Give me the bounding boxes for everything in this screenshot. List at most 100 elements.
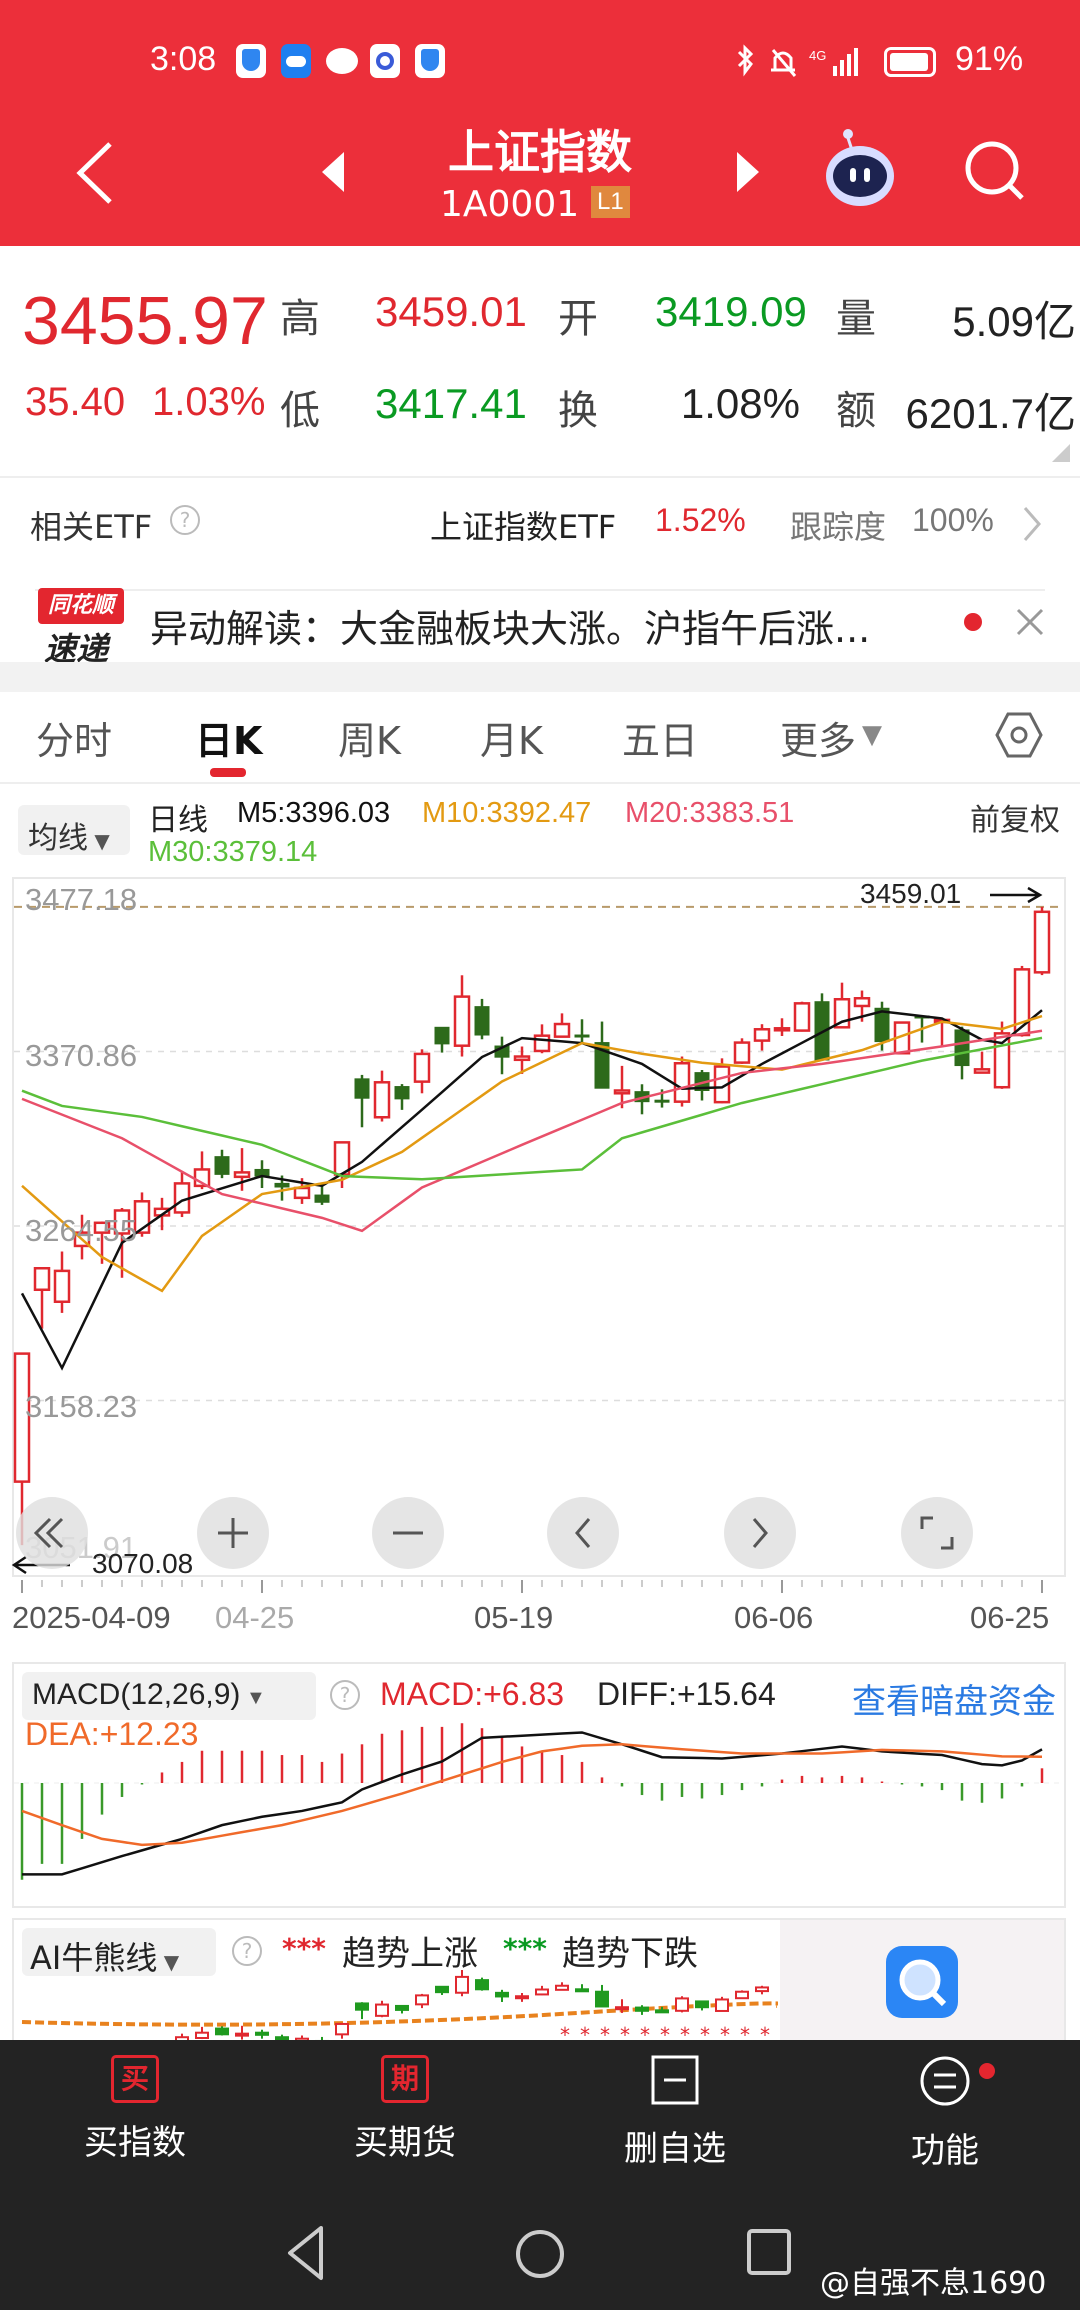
zoom-out-button[interactable] <box>372 1497 444 1569</box>
candle-up <box>613 1089 631 1095</box>
search-icon[interactable] <box>960 136 1030 206</box>
nav-functions[interactable]: 功能 <box>845 2055 1045 2172</box>
mini-candle <box>475 1979 489 1991</box>
candle-up <box>373 1081 391 1119</box>
tab-weekly-k[interactable]: 周K <box>338 719 401 763</box>
kline-chart[interactable] <box>12 877 1066 1577</box>
help-icon[interactable]: ? <box>232 1936 262 1966</box>
zoom-in-button[interactable] <box>197 1497 269 1569</box>
level-badge: L1 <box>591 186 630 218</box>
trend-star: * <box>580 2023 590 2040</box>
mini-candle <box>555 1984 569 1991</box>
next-stock-icon[interactable] <box>733 150 763 194</box>
help-icon[interactable]: ? <box>170 505 200 535</box>
down-trend-label: 趋势下跌 <box>562 1934 698 1974</box>
ad-app-icon[interactable] <box>886 1946 958 2018</box>
tab-monthly-k[interactable]: 月K <box>480 719 543 763</box>
mini-candle <box>275 2036 289 2040</box>
candle-down <box>654 1099 670 1103</box>
mini-candle <box>435 1985 449 1994</box>
candle-up <box>673 1062 691 1103</box>
tab-more[interactable]: 更多 <box>780 719 857 763</box>
ma-line-m30 <box>21 1036 1043 1181</box>
track-value: 100% <box>912 502 994 538</box>
macd-canvas <box>14 1723 1064 1880</box>
mini-candle <box>675 1997 689 2012</box>
macd-panel[interactable] <box>12 1662 1066 1908</box>
status-time: 3:08 <box>150 40 217 78</box>
macd-selector[interactable]: MACD(12,26,9) ▼ <box>22 1672 316 1720</box>
high-value: 3459.01 <box>375 288 527 335</box>
candle-down <box>214 1156 230 1175</box>
mini-candle <box>635 2006 649 2012</box>
x-tick-label: 06-25 <box>970 1600 1050 1635</box>
settings-icon[interactable] <box>994 710 1044 760</box>
trend-star: * <box>620 2023 630 2040</box>
help-icon[interactable]: ? <box>330 1680 360 1710</box>
back-icon[interactable] <box>70 140 120 206</box>
unread-dot <box>964 613 982 631</box>
divider <box>35 589 1045 591</box>
close-icon[interactable] <box>1016 608 1044 636</box>
period-label: 日线 <box>148 803 208 838</box>
dea-value: DEA:+12.23 <box>25 1716 199 1752</box>
rewind-button[interactable] <box>16 1497 88 1569</box>
ad-panel[interactable] <box>780 1920 1064 2046</box>
tab-daily-k[interactable]: 日K <box>195 719 263 763</box>
turnover-label: 换 <box>558 388 598 434</box>
battery-icon <box>884 47 936 77</box>
scroll-left-button[interactable] <box>547 1497 619 1569</box>
prev-stock-icon[interactable] <box>318 150 348 194</box>
etf-change: 1.52% <box>655 502 746 538</box>
candle-up <box>553 1022 571 1038</box>
candle-up <box>113 1209 131 1235</box>
system-home-icon[interactable] <box>514 2228 566 2280</box>
futures-icon: 期 <box>381 2055 429 2103</box>
candle-up <box>793 1002 811 1032</box>
open-label: 开 <box>558 296 598 342</box>
mini-candle <box>655 2009 669 2014</box>
trend-star: * <box>660 2023 670 2040</box>
ai-selector[interactable]: AI牛熊线 ▼ <box>22 1928 216 1977</box>
nav-buy-index[interactable]: 买 买指数 <box>35 2055 235 2164</box>
trend-star: * <box>760 2023 770 2040</box>
ai-canvas: * * * * * * * * * * * <box>21 1970 778 2040</box>
news-logo: 同花顺 <box>38 588 124 624</box>
indicator-selector[interactable]: 均线 ▼ <box>18 805 130 856</box>
scroll-right-button[interactable] <box>724 1497 796 1569</box>
tab-five-day[interactable]: 五日 <box>622 719 699 763</box>
mini-candle <box>755 1986 769 1993</box>
ma5-legend: M5:3396.03 <box>237 797 391 829</box>
etf-label: 相关ETF <box>30 508 153 546</box>
expand-corner-icon[interactable] <box>1052 444 1070 462</box>
dea-line <box>21 1743 1043 1847</box>
fullscreen-button[interactable] <box>901 1497 973 1569</box>
news-ticker[interactable]: 同花顺 速递 异动解读：大金融板块大涨。沪指午后涨... <box>0 588 1080 668</box>
robot-assistant-icon[interactable] <box>820 126 900 216</box>
candle-up <box>53 1269 71 1303</box>
candle-down <box>874 1007 890 1043</box>
candle-up <box>513 1055 531 1062</box>
dark-pool-funds-link[interactable]: 查看暗盘资金 <box>852 1682 1056 1722</box>
trend-star: * <box>720 2023 730 2040</box>
nav-remove-watchlist[interactable]: 删自选 <box>575 2055 775 2170</box>
news-text[interactable]: 异动解读：大金融板块大涨。沪指午后涨... <box>150 607 871 651</box>
app-header: 3:08 4G 91% 上证指数 1A0001 L1 <box>0 0 1080 246</box>
candle-up <box>853 997 871 1008</box>
related-etf-row[interactable]: 相关ETF ? 上证指数ETF 1.52% 跟踪度 100% <box>0 490 1080 560</box>
up-trend-marker: *** <box>282 1932 326 1965</box>
candle-up <box>453 995 471 1047</box>
system-back-icon[interactable] <box>285 2225 325 2281</box>
nav-buy-futures[interactable]: 期 买期货 <box>305 2055 505 2164</box>
change-value: 35.40 <box>25 380 126 424</box>
candle-down <box>594 1042 610 1089</box>
divider <box>0 782 1080 784</box>
ai-bull-bear-panel[interactable] <box>12 1918 1066 2048</box>
tab-intraday[interactable]: 分时 <box>36 719 113 763</box>
system-recents-icon[interactable] <box>746 2228 792 2276</box>
signal-icon <box>833 48 858 76</box>
adjust-selector[interactable]: 前复权 <box>970 803 1060 838</box>
candle-up <box>533 1034 551 1053</box>
mini-candle <box>395 2004 409 2011</box>
trend-star: * <box>640 2023 650 2040</box>
